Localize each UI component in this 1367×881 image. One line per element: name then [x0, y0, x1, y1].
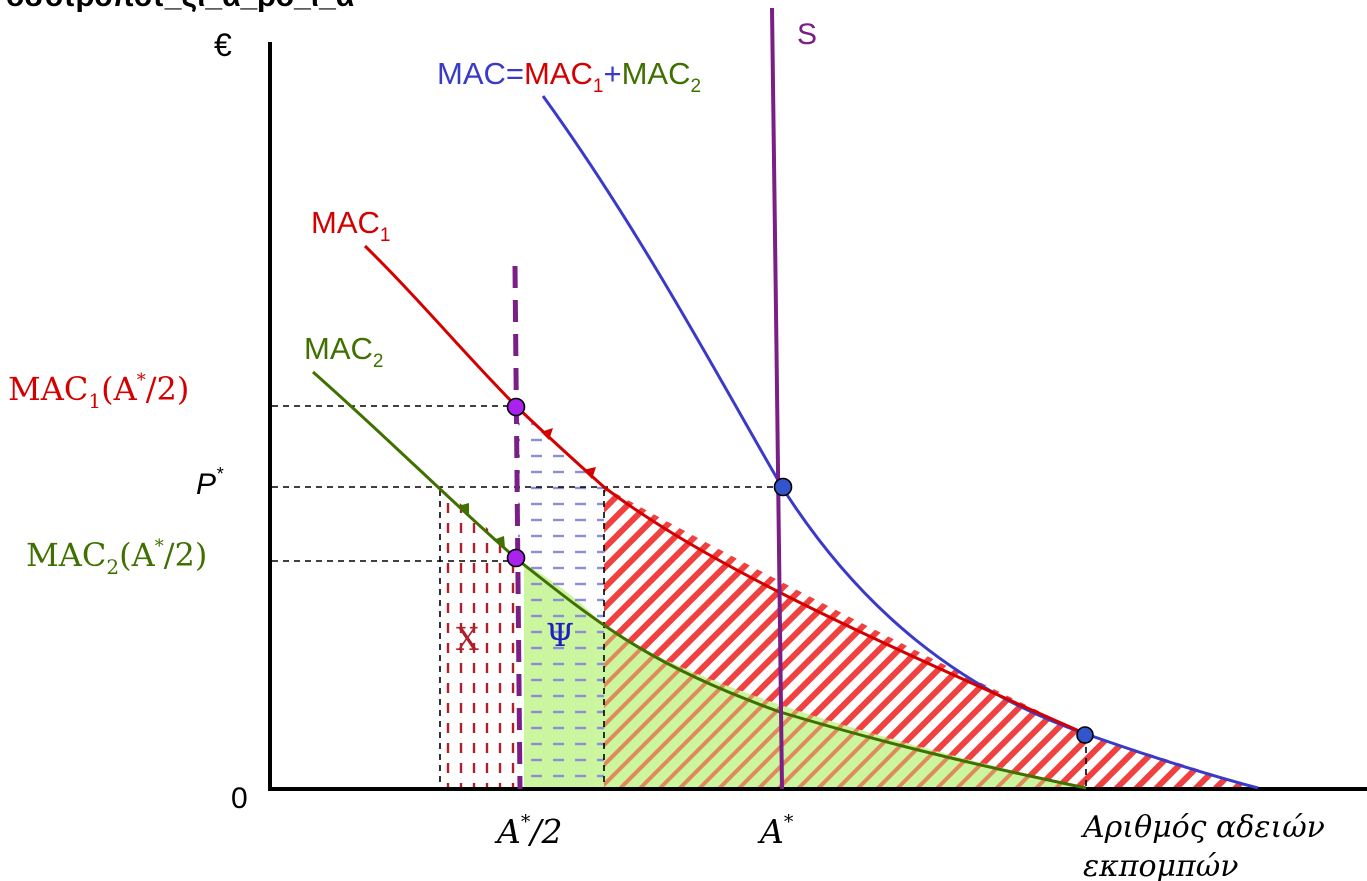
x-axis-label-line1: Αριθμός αδειών	[1080, 810, 1325, 845]
top-fragment: οσοτροποτ_ςι_α_ρο_ι_α	[6, 0, 355, 13]
mac1-arrow-lower	[583, 467, 596, 479]
area-x	[440, 487, 518, 788]
mac1-half-level-label: MAC1(A*/2)	[8, 370, 189, 413]
point-mac1-half	[506, 397, 526, 417]
area-psi-label: Ψ	[546, 616, 574, 654]
area-psi	[518, 410, 604, 788]
curve-arrows	[458, 428, 596, 548]
point-curves-meet	[1076, 726, 1094, 744]
x-tick-total-permits: A*	[757, 811, 794, 851]
supply-label: S	[797, 18, 817, 51]
mac2-curve	[312, 370, 1087, 790]
half-permits-line	[512, 265, 523, 790]
point-equilibrium	[773, 477, 793, 497]
mac-sum-label: MAC=MAC1+MAC2	[437, 56, 701, 97]
p-star-label: P*	[196, 464, 224, 501]
axes	[268, 42, 1367, 791]
origin-label: 0	[231, 782, 248, 815]
mac2-arrow-upper	[458, 503, 469, 515]
mac-sum-curve	[541, 95, 1259, 790]
x-axis-label-line2: εκπομπών	[1083, 849, 1238, 881]
mac2-arrow-lower	[493, 536, 505, 548]
y-axis-unit: €	[214, 27, 232, 63]
mac1-arrow-upper	[541, 428, 553, 440]
area-overlap	[604, 626, 1086, 788]
point-mac2-half	[506, 548, 526, 568]
mac1-label: MAC1	[311, 205, 390, 246]
mac1-curve	[363, 244, 1087, 736]
mac2-half-level-label: MAC2(A*/2)	[26, 536, 207, 579]
mac2-label: MAC2	[304, 331, 383, 372]
guide-lines	[272, 405, 1087, 788]
supply-line	[770, 7, 784, 790]
x-tick-half-permits: A*/2	[494, 811, 562, 851]
points	[506, 397, 1094, 744]
area-x-label: X	[456, 620, 479, 658]
